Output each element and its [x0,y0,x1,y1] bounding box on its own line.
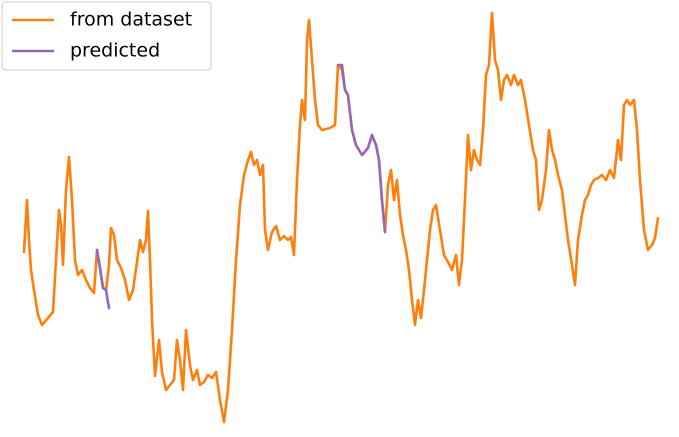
legend: from dataset predicted [1,1,212,71]
series-line [22,11,660,424]
legend-label: predicted [70,40,160,62]
series-line [95,63,387,310]
legend-box [1,1,212,71]
legend-label: from dataset [70,9,192,31]
